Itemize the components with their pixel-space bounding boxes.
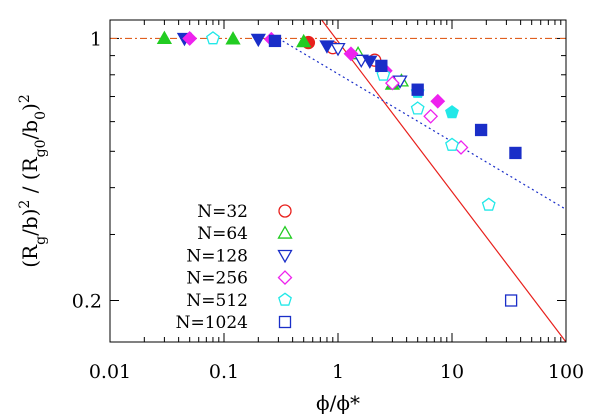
legend-marker [277,225,293,239]
legend-label: N=64 [197,224,248,244]
legend-marker [278,292,292,306]
legend-label: N=512 [186,291,248,311]
legend-marker [278,315,292,329]
data-point-filled [225,31,241,45]
data-point-open [206,31,220,45]
data-point-filled [411,83,424,96]
data-point-filled [343,46,359,62]
data-point-filled [319,40,335,54]
plot-frame [109,19,567,343]
data-point-open [423,108,439,124]
data-point-filled [445,105,459,119]
data-point-open [481,197,496,211]
y-label-sub-g: g [33,236,49,245]
data-point-filled [296,33,312,48]
data-point-filled [375,59,388,73]
legend-marker [277,270,293,286]
data-point-filled [509,146,522,160]
legend-marker [277,249,293,264]
x-tick-label: 100 [548,361,584,383]
y-label-sup-1: 2 [17,200,33,209]
data-point-open [384,75,400,91]
data-point-open [410,101,425,115]
data-point-filled [430,93,446,109]
data-point-filled [156,30,173,44]
legend-label: N=128 [186,246,248,266]
legend-label: N=1024 [176,313,248,333]
reference-lines [110,20,566,342]
legend-label: N=32 [197,202,248,222]
x-tick-label: 10 [440,361,464,383]
data-point-filled [362,55,378,69]
data-point-filled [250,33,266,48]
y-axis-label: (Rg/b)2 / (Rg0/b0)2 [17,94,49,268]
semidilute-scaling-line [321,20,566,342]
data-points [156,30,522,307]
y-label-sub-g0: g0 [33,139,49,157]
y-label-sub-0: 0 [33,111,49,120]
x-axis-label: ϕ/ϕ* [316,391,360,415]
data-point-filled [182,31,198,46]
melt-trend-line [278,37,566,210]
axis-ticks: 0.01 0.1 1 10 100 1 0.2 [72,20,584,383]
x-tick-label: 0.01 [89,361,131,383]
data-point-open [504,294,518,307]
data-point-filled [474,123,488,137]
legend-marker [278,204,292,218]
legend-label: N=256 [186,269,248,289]
y-tick-label: 1 [90,28,102,50]
data-point-filled [268,34,282,48]
y-tick-label: 0.2 [72,290,102,312]
data-point-open [445,137,459,151]
data-point-open [330,43,346,57]
y-label-sup-2: 2 [17,94,33,103]
x-tick-label: 0.1 [209,361,239,383]
x-tick-label: 1 [332,361,344,383]
